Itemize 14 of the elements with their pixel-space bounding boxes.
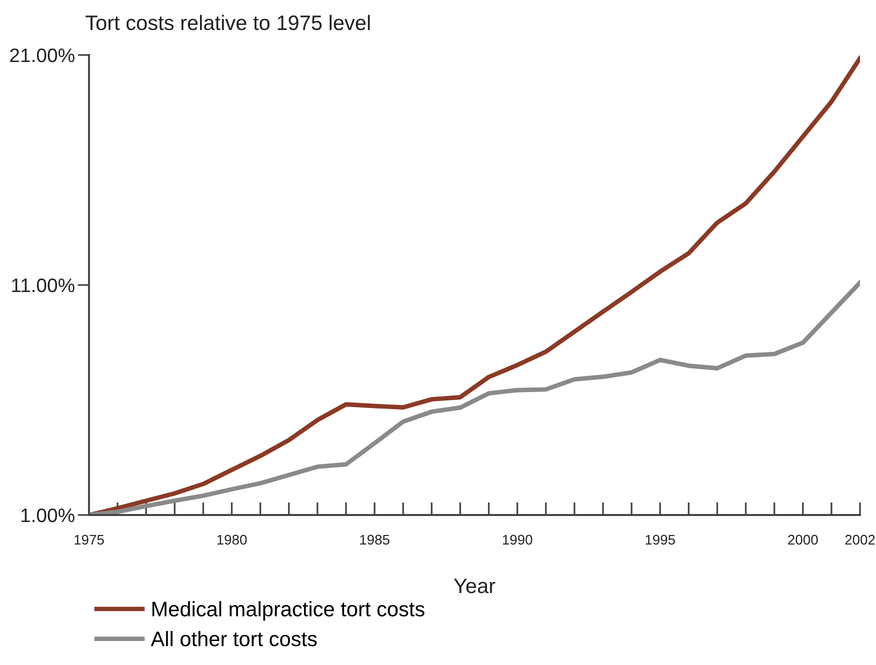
legend-label: Medical malpractice tort costs [152, 601, 424, 621]
x-tick-label: 2000 [788, 534, 818, 545]
legend-label: All other tort costs [150, 630, 317, 646]
x-tick-label: 1980 [217, 534, 247, 545]
x-tick-label: 1975 [74, 534, 104, 545]
y-tick-label: 21.00% [10, 48, 74, 62]
x-tick-label: 2002 [845, 534, 875, 545]
x-tick-label: 1990 [502, 534, 532, 545]
y-axis-title: Tort costs relative to 1975 level [86, 14, 370, 30]
x-tick-label: 1995 [646, 534, 675, 545]
x-tick-label: 1985 [360, 534, 390, 545]
x-axis-title: Year [454, 578, 496, 594]
y-tick-label: 1.00% [21, 508, 74, 522]
y-tick-label: 11.00% [12, 278, 74, 292]
